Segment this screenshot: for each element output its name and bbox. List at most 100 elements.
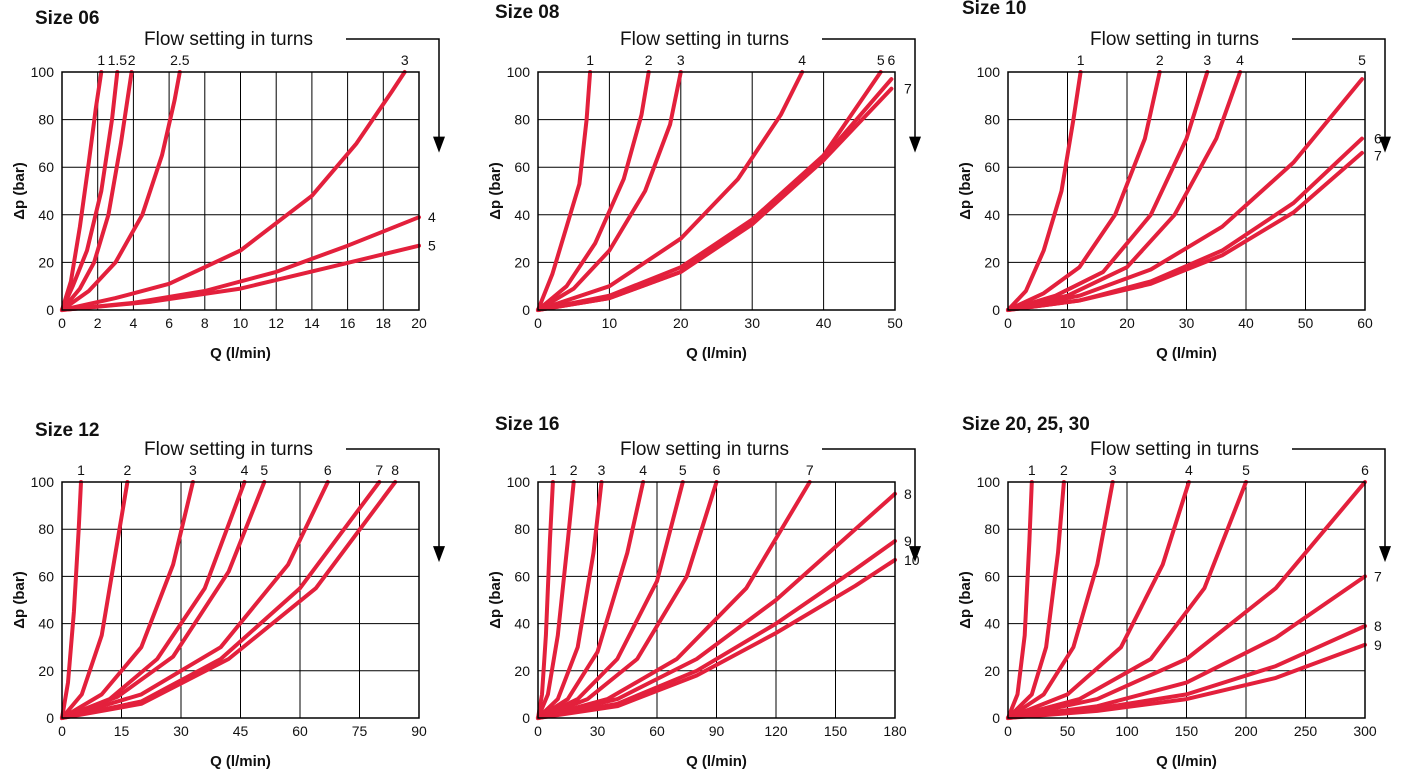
y-tick-label: 20 [984, 663, 1000, 679]
y-tick-label: 0 [522, 302, 530, 318]
series-line-4 [60, 480, 247, 720]
series-label-3: 3 [598, 462, 606, 478]
series-line-4 [536, 480, 646, 720]
x-tick-label: 0 [1004, 315, 1012, 331]
y-tick-label: 80 [38, 521, 54, 537]
series-line-2 [1006, 70, 1162, 312]
annotation-arrow-line [346, 38, 440, 139]
plot-frame [1007, 71, 1366, 311]
y-tick-label: 80 [984, 112, 1000, 128]
x-tick-label: 20 [411, 315, 427, 331]
series-label-9: 9 [1374, 637, 1382, 653]
flow-setting-annotation: Flow setting in turns [1090, 29, 1259, 50]
x-tick-label: 20 [673, 315, 689, 331]
plot-frame [1007, 481, 1366, 719]
series-line-4 [1006, 480, 1191, 720]
x-tick-label: 45 [233, 723, 249, 739]
series-label-4: 4 [428, 209, 436, 225]
series-label-4: 4 [1236, 52, 1244, 68]
y-tick-label: 20 [38, 663, 54, 679]
flow-setting-annotation: Flow setting in turns [620, 439, 789, 460]
x-tick-label: 50 [1060, 723, 1076, 739]
series-line-10 [536, 557, 897, 720]
x-tick-label: 18 [376, 315, 392, 331]
x-tick-label: 6 [165, 315, 173, 331]
series-label-7: 7 [904, 81, 912, 97]
x-tick-label: 30 [590, 723, 606, 739]
series-label-1: 1 [97, 52, 105, 68]
x-axis-label: Q (l/min) [1156, 345, 1217, 362]
series-line-6 [536, 480, 719, 720]
y-tick-label: 60 [984, 159, 1000, 175]
series-label-7: 7 [375, 462, 383, 478]
series-line-3 [536, 480, 604, 720]
chart-svg: 0 10 20 30 40 50 0 20 40 60 80 100 Q (l/min) Δp (bar)… [487, 29, 921, 362]
arrow-down-icon [909, 546, 921, 563]
arrow-down-icon [1379, 546, 1391, 563]
x-tick-label: 200 [1234, 723, 1258, 739]
y-tick-label: 40 [514, 207, 530, 223]
y-tick-label: 100 [31, 474, 55, 490]
annotation-arrow-line [822, 38, 916, 139]
series-label-1.5: 1.5 [108, 52, 128, 68]
x-tick-label: 300 [1353, 723, 1377, 739]
x-tick-label: 60 [649, 723, 665, 739]
series-label-2: 2 [124, 462, 132, 478]
x-tick-label: 10 [602, 315, 618, 331]
y-axis-label: Δp (bar) [11, 162, 28, 219]
arrow-down-icon [909, 136, 921, 153]
series-line-1 [1006, 480, 1034, 720]
chart-title: Size 12 [35, 420, 100, 441]
x-tick-label: 60 [292, 723, 308, 739]
series-label-5: 5 [428, 238, 436, 254]
series-line-2 [536, 480, 576, 720]
chart-title: Size 10 [962, 0, 1027, 19]
annotation-arrow-line [346, 448, 440, 549]
chart-title: Size 08 [495, 2, 560, 23]
x-tick-label: 250 [1294, 723, 1318, 739]
x-tick-label: 40 [1238, 315, 1254, 331]
y-tick-label: 100 [507, 474, 531, 490]
series-label-2: 2 [570, 462, 578, 478]
series-line-1.5 [60, 70, 120, 312]
x-tick-label: 30 [173, 723, 189, 739]
arrow-down-icon [433, 546, 445, 563]
x-tick-label: 0 [534, 315, 542, 331]
series-label-6: 6 [713, 462, 721, 478]
y-tick-label: 60 [514, 568, 530, 584]
series-line-3 [1006, 480, 1115, 720]
series-label-4: 4 [1185, 462, 1193, 478]
series-line-5 [536, 480, 685, 720]
y-tick-label: 80 [984, 521, 1000, 537]
series-label-3: 3 [401, 52, 409, 68]
arrow-down-icon [1379, 136, 1391, 153]
plot-frame [537, 481, 896, 719]
series-line-8 [536, 491, 897, 720]
y-tick-label: 0 [992, 302, 1000, 318]
y-tick-label: 80 [514, 521, 530, 537]
y-axis-label: Δp (bar) [11, 571, 28, 628]
y-tick-label: 40 [514, 616, 530, 632]
x-tick-label: 120 [764, 723, 788, 739]
x-tick-label: 14 [304, 315, 320, 331]
x-tick-label: 40 [816, 315, 832, 331]
y-tick-label: 60 [38, 568, 54, 584]
x-tick-label: 100 [1115, 723, 1139, 739]
series-line-1 [60, 480, 83, 720]
annotation-arrow-line [1292, 38, 1386, 139]
x-tick-label: 0 [534, 723, 542, 739]
series-label-2.5: 2.5 [170, 52, 190, 68]
series-label-4: 4 [241, 462, 249, 478]
x-axis-label: Q (l/min) [210, 345, 271, 362]
series-label-3: 3 [1203, 52, 1211, 68]
y-tick-label: 20 [984, 254, 1000, 270]
series-label-7: 7 [1374, 148, 1382, 164]
x-tick-label: 10 [1060, 315, 1076, 331]
x-axis-label: Q (l/min) [686, 753, 747, 770]
series-label-2: 2 [128, 52, 136, 68]
series-label-1: 1 [77, 462, 85, 478]
series-line-6 [536, 77, 894, 312]
